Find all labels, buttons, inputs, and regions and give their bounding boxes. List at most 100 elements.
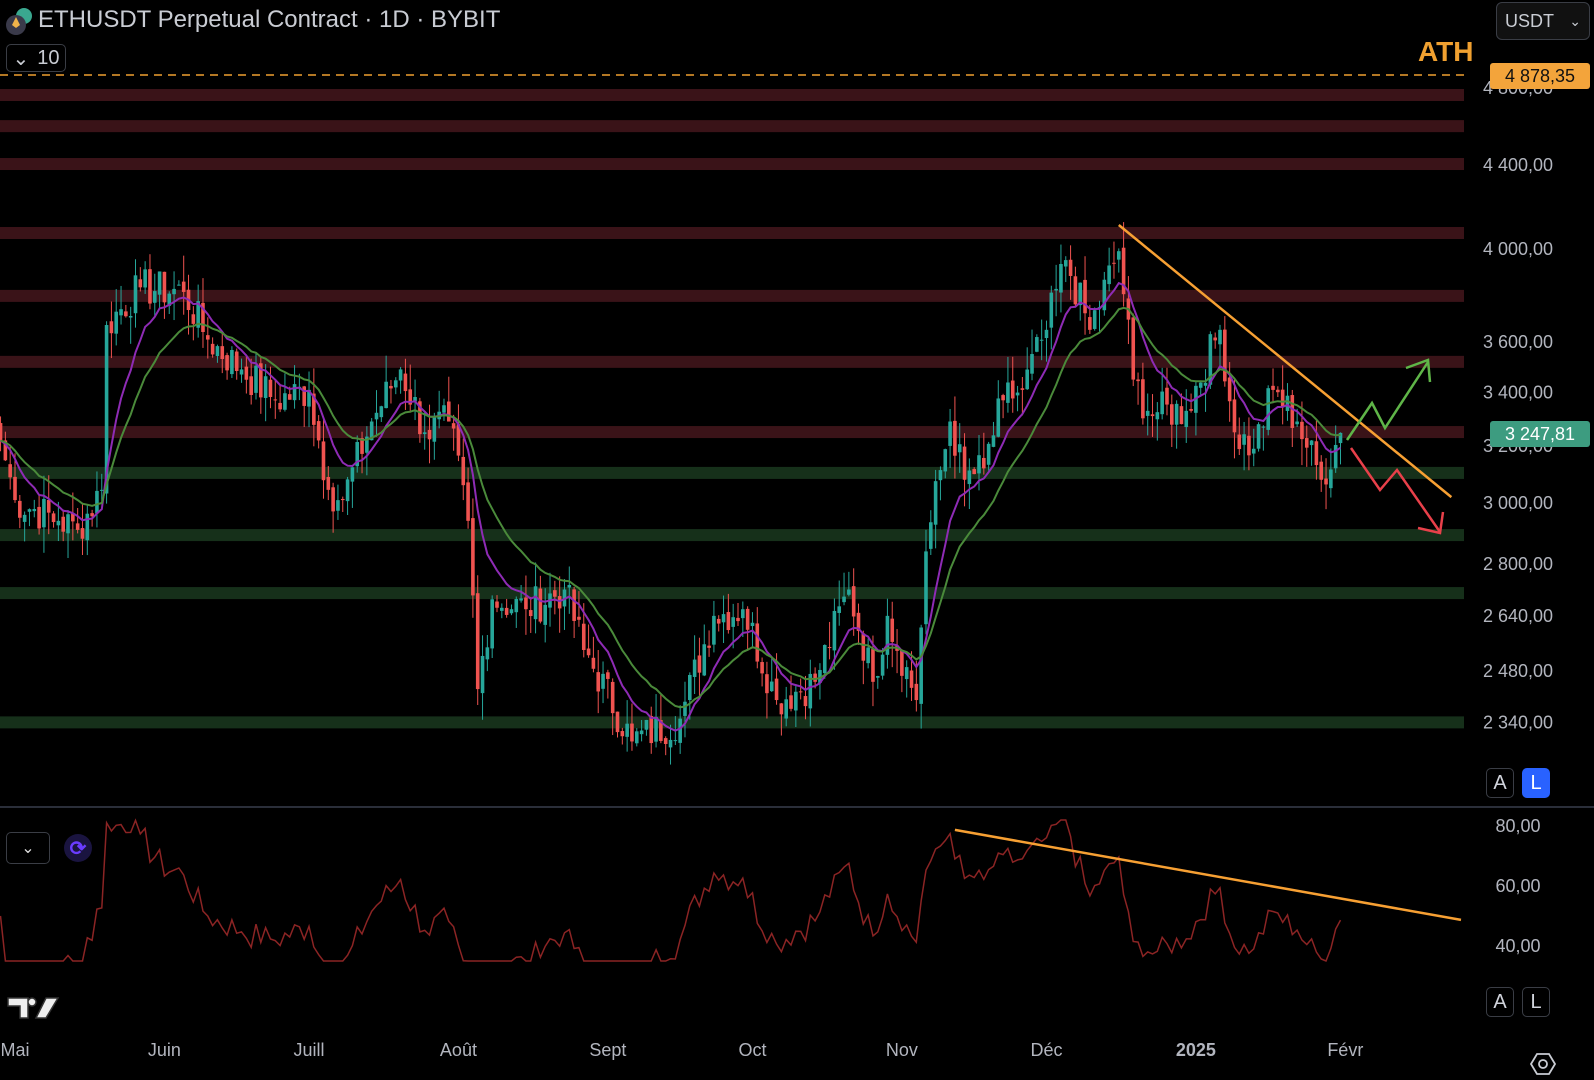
arrowhead-icon (1417, 511, 1445, 535)
candle-body (287, 394, 292, 400)
settings-gear-icon[interactable] (1530, 1053, 1556, 1075)
candle-body (663, 738, 668, 744)
candle-body (1073, 276, 1078, 305)
candle-body (1165, 387, 1169, 405)
candle-body (177, 284, 181, 286)
sync-icon[interactable]: ⟳ (64, 834, 92, 862)
candle-body (972, 469, 976, 475)
candle-body (1203, 382, 1208, 386)
rsi-axis: 80,00 60,00 40,00 (1495, 816, 1540, 956)
candle-body (673, 740, 678, 742)
candle-body (789, 695, 793, 709)
rsi-trendline[interactable] (954, 828, 1462, 922)
candle-body (697, 655, 702, 673)
candle-body (307, 389, 311, 407)
candle-body (606, 672, 610, 679)
auto-scale-button[interactable]: A (1486, 768, 1514, 798)
rsi-auto-scale-button[interactable]: A (1486, 987, 1514, 1017)
candle-body (32, 508, 37, 512)
log-scale-button[interactable]: L (1522, 768, 1550, 798)
candle-body (856, 612, 861, 631)
chevron-down-icon: ⌄ (1569, 12, 1581, 29)
price-trendline[interactable] (1117, 224, 1453, 499)
candles (0, 222, 1343, 765)
price-axis: 4 800,004 400,004 000,003 600,003 400,00… (1483, 78, 1553, 732)
currency-select[interactable]: USDT ⌄ (1496, 2, 1590, 40)
candle-body (316, 421, 321, 441)
candle-body (451, 423, 456, 429)
candle-body (581, 623, 586, 650)
candle-body (51, 513, 56, 523)
candle-body (206, 335, 210, 340)
candle-body (1112, 262, 1116, 264)
candle-body (99, 489, 104, 491)
arrowhead-icon (1405, 358, 1432, 383)
candle-body (167, 293, 172, 306)
candle-body (639, 730, 644, 735)
candle-body (1054, 288, 1058, 291)
candle-body (422, 432, 427, 435)
rsi-pane-collapse-button[interactable]: ⌄ (6, 832, 50, 864)
candle-body (350, 467, 355, 482)
support-zone (0, 529, 1464, 542)
candle-body (827, 647, 832, 649)
candle-body (157, 271, 162, 295)
candle-body (755, 623, 760, 662)
resistance-zone (0, 89, 1464, 102)
candle-body (543, 604, 547, 625)
candle-body (1030, 354, 1034, 374)
candle-body (340, 498, 345, 501)
candle-body (1145, 410, 1150, 416)
candle-body (813, 673, 817, 682)
candle-body (1025, 369, 1029, 390)
candle-body (490, 599, 494, 649)
candle-body (480, 655, 485, 694)
candle-body (408, 389, 413, 405)
candle-body (736, 617, 740, 622)
time-tick-label: Août (440, 1040, 477, 1060)
candle-body (61, 516, 65, 532)
rsi-log-scale-button[interactable]: L (1522, 987, 1550, 1017)
candle-body (1092, 310, 1097, 329)
candle-body (8, 464, 12, 478)
candle-body (331, 487, 335, 512)
candle-body (1324, 478, 1328, 485)
candle-body (249, 376, 253, 395)
candle-body (1256, 424, 1261, 449)
candle-body (461, 456, 466, 486)
candle-body (119, 309, 123, 316)
rsi-tick-label: 40,00 (1495, 936, 1540, 956)
candle-body (909, 670, 914, 688)
candle-body (1261, 426, 1266, 428)
candle-body (557, 596, 562, 609)
candle-body (1083, 279, 1087, 314)
candle-body (1237, 434, 1242, 450)
candle-body (475, 593, 480, 690)
chart-title: ETHUSDT Perpetual Contract · 1D · BYBIT (38, 6, 501, 33)
support-zone (0, 587, 1464, 600)
time-tick-label: Févr (1327, 1040, 1363, 1060)
candle-body (500, 607, 504, 611)
candle-body (712, 615, 716, 645)
candle-body (977, 455, 981, 474)
candle-body (427, 429, 432, 440)
candle-body (634, 731, 639, 744)
candle-body (668, 739, 673, 748)
candle-body (1131, 317, 1136, 380)
indicators-collapse-button[interactable]: ⌄ 10 (6, 44, 66, 72)
candle-body (591, 657, 596, 669)
price-tick-label: 2 640,00 (1483, 606, 1553, 626)
candle-body (601, 673, 605, 689)
candle-body (1179, 406, 1184, 425)
candle-body (745, 608, 750, 630)
candle-body (962, 446, 967, 480)
candle-body (1280, 389, 1285, 407)
candle-body (707, 645, 711, 648)
time-tick-label: Juin (148, 1040, 181, 1060)
candle-body (133, 275, 138, 314)
candle-body (152, 291, 157, 303)
candle-body (750, 622, 755, 627)
tradingview-logo[interactable] (6, 994, 60, 1024)
candle-body (80, 528, 85, 539)
